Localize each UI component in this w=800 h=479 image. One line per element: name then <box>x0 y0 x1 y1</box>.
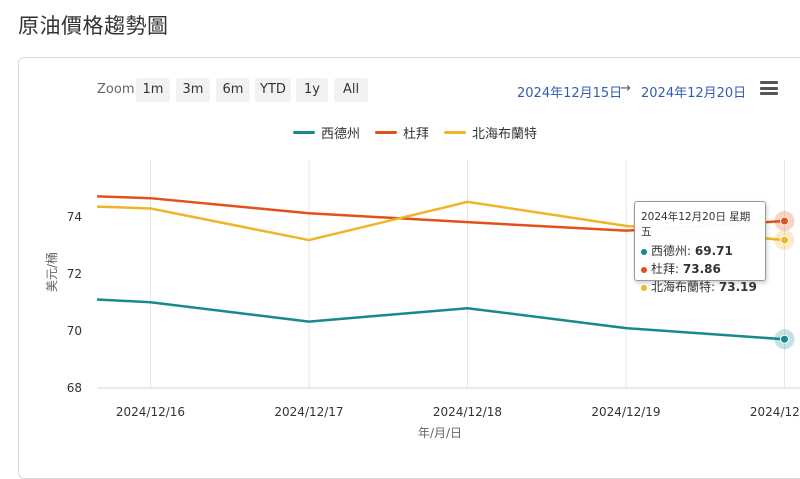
range-to-date[interactable]: 2024年12月20日 <box>641 86 747 101</box>
tooltip-title: 2024年12月20日 星期五 <box>641 211 751 238</box>
tooltip-dot-dubai <box>641 266 647 273</box>
y-tick-label: 68 <box>67 381 82 395</box>
tooltip-value-wti: 69.71 <box>694 244 733 258</box>
zoom-all-button[interactable]: All <box>334 78 368 102</box>
zoom-ytd-button[interactable]: YTD <box>255 78 291 102</box>
zoom-3m-button[interactable]: 3m <box>176 78 210 102</box>
range-arrow: → <box>620 81 631 96</box>
legend-item-brent[interactable]: 北海布蘭特 <box>444 123 538 142</box>
x-axis-title: 年/月/日 <box>418 426 462 440</box>
tooltip-name-dubai: 杜拜 <box>651 262 676 276</box>
x-tick-label: 2024/12/17 <box>274 405 343 419</box>
series-line-wti <box>96 298 785 341</box>
zoom-6m-button[interactable]: 6m <box>216 78 250 102</box>
legend-label-brent: 北海布蘭特 <box>472 126 538 142</box>
page-title: 原油價格趨勢圖 <box>18 14 169 38</box>
tooltip-dot-wti <box>641 248 647 255</box>
x-tick-label: 2024/12/20 <box>750 405 800 419</box>
tooltip-name-brent: 北海布蘭特 <box>651 280 712 294</box>
tooltip-value-brent: 73.19 <box>718 280 757 294</box>
legend-label-dubai: 杜拜 <box>403 126 430 142</box>
hover-point-wti <box>780 334 789 344</box>
y-axis-title: 美元/桶 <box>44 252 59 292</box>
tooltip-row-dubai: 杜拜: 73.86 <box>641 260 759 278</box>
tooltip-value-dubai: 73.86 <box>682 262 721 276</box>
x-tick-label: 2024/12/18 <box>433 405 502 419</box>
x-tick-label: 2024/12/16 <box>116 405 185 419</box>
y-tick-label: 70 <box>67 324 82 338</box>
legend-label-wti: 西德州 <box>321 126 361 142</box>
legend-line-dubai <box>375 130 397 134</box>
hamburger-menu-icon[interactable] <box>760 81 778 95</box>
legend-line-wti <box>293 130 315 134</box>
tooltip-row-brent: 北海布蘭特: 73.19 <box>641 278 759 296</box>
legend-line-brent <box>444 130 466 134</box>
legend-item-dubai[interactable]: 杜拜 <box>375 123 430 142</box>
legend-item-wti[interactable]: 西德州 <box>293 123 361 142</box>
zoom-1m-button[interactable]: 1m <box>136 78 170 102</box>
zoom-label: Zoom <box>97 82 135 97</box>
y-tick-label: 72 <box>67 267 82 281</box>
hover-point-dubai <box>780 216 789 226</box>
y-tick-label: 74 <box>67 210 82 224</box>
hover-point-brent <box>780 235 789 245</box>
zoom-1y-button[interactable]: 1y <box>296 78 328 102</box>
chart-svg: 2024/12/16 2024/12/17 2024/12/18 2024/12/19… <box>44 160 800 440</box>
range-from-date[interactable]: 2024年12月15日 <box>517 86 623 101</box>
tooltip-row-wti: 西德州: 69.71 <box>641 242 759 260</box>
tooltip: 2024年12月20日 星期五 西德州: 69.71 杜拜: 73.86 北海布… <box>634 201 766 294</box>
tooltip-name-wti: 西德州 <box>651 244 688 258</box>
x-tick-label: 2024/12/19 <box>591 405 660 419</box>
tooltip-dot-brent <box>641 284 647 291</box>
